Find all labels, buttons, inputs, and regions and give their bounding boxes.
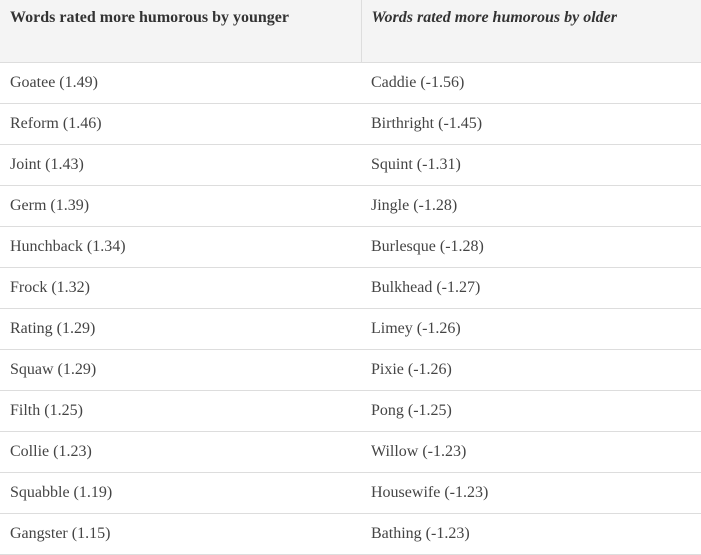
table-row: Reform (1.46) Birthright (-1.45) [0,103,701,145]
column-header: Words rated more humorous by younger [0,0,362,63]
table-row: Germ (1.39) Jingle (-1.28) [0,185,701,227]
table-cell: Caddie (-1.56) [361,62,701,104]
table-cell: Birthright (-1.45) [361,103,701,145]
table-cell: Gangster (1.15) [0,513,361,555]
table-cell: Squabble (1.19) [0,472,361,514]
table-cell: Germ (1.39) [0,185,361,227]
table-cell: Rating (1.29) [0,308,361,350]
table-row: Frock (1.32) Bulkhead (-1.27) [0,267,701,309]
table-row: Squabble (1.19) Housewife (-1.23) [0,472,701,514]
table-cell: Reform (1.46) [0,103,361,145]
table-cell: Pong (-1.25) [361,390,701,432]
table-row: Gangster (1.15) Bathing (-1.23) [0,513,701,555]
table-row: Hunchback (1.34) Burlesque (-1.28) [0,226,701,268]
table-row: Collie (1.23) Willow (-1.23) [0,431,701,473]
header-row: Words rated more humorous by younger Wor… [0,0,701,63]
table-cell: Bathing (-1.23) [361,513,701,555]
table-row: Rating (1.29) Limey (-1.26) [0,308,701,350]
column-header: Words rated more humorous by older [361,0,701,63]
table-row: Goatee (1.49) Caddie (-1.56) [0,62,701,104]
table-cell: Housewife (-1.23) [361,472,701,514]
table-body: Goatee (1.49) Caddie (-1.56) Reform (1.46)… [0,62,701,555]
table-cell: Filth (1.25) [0,390,361,432]
table-row: Squaw (1.29) Pixie (-1.26) [0,349,701,391]
table-cell: Jingle (-1.28) [361,185,701,227]
table-row: Joint (1.43) Squint (-1.31) [0,144,701,186]
table-row: Filth (1.25) Pong (-1.25) [0,390,701,432]
table-cell: Limey (-1.26) [361,308,701,350]
table-cell: Hunchback (1.34) [0,226,361,268]
table-cell: Squint (-1.31) [361,144,701,186]
table-cell: Pixie (-1.26) [361,349,701,391]
table-cell: Bulkhead (-1.27) [361,267,701,309]
table-cell: Squaw (1.29) [0,349,361,391]
table-cell: Burlesque (-1.28) [361,226,701,268]
table-cell: Frock (1.32) [0,267,361,309]
table-cell: Collie (1.23) [0,431,361,473]
table-cell: Goatee (1.49) [0,62,361,104]
table-cell: Willow (-1.23) [361,431,701,473]
table-cell: Joint (1.43) [0,144,361,186]
